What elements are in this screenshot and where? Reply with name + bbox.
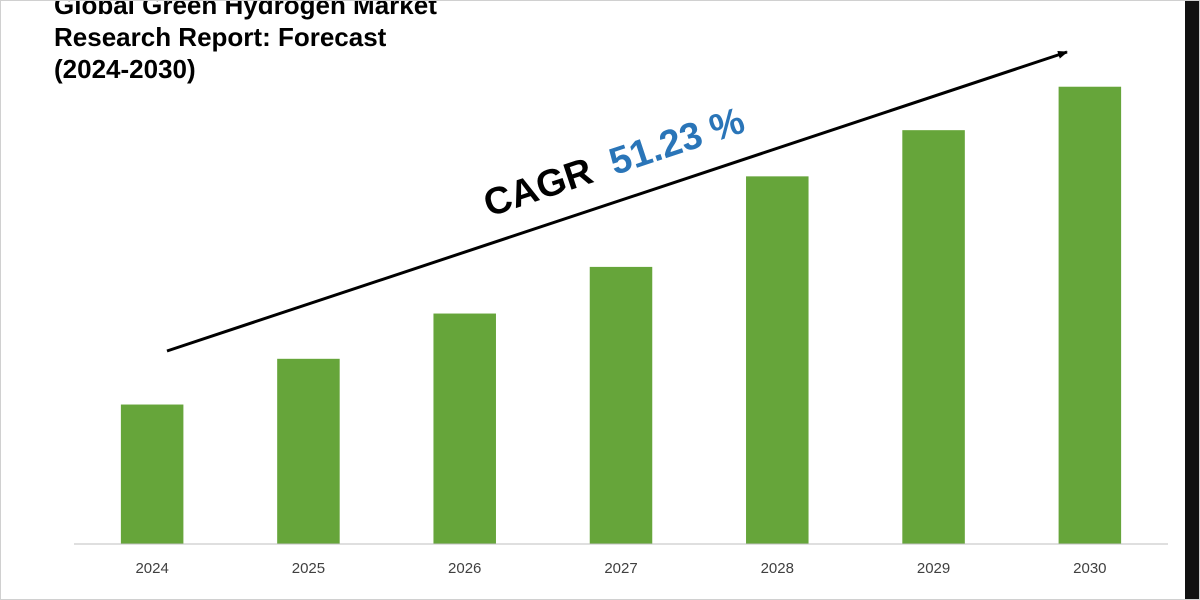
bar-2028 [746, 176, 809, 544]
x-tick-label-2027: 2027 [604, 560, 637, 577]
x-tick-label-2024: 2024 [135, 560, 168, 577]
x-tick-label-2028: 2028 [761, 560, 794, 577]
bar-2026 [433, 313, 496, 544]
bar-2029 [902, 130, 965, 544]
bars-group [120, 86, 1122, 545]
x-tick-labels: 2024 2025 2026 2027 2028 2029 2030 [135, 560, 1106, 577]
x-tick-label-2030: 2030 [1073, 560, 1106, 577]
cagr-value: 51.23 % [604, 100, 750, 184]
x-tick-label-2026: 2026 [448, 560, 481, 577]
bar-2024 [120, 404, 184, 544]
chart-title: Global Green Hydrogen Market Research Re… [54, 0, 437, 84]
trend-arrow [166, 50, 1068, 353]
bar-2030 [1058, 86, 1122, 545]
right-edge-bar [1185, 1, 1199, 599]
cagr-annotation: CAGR 51.23 % [479, 100, 750, 226]
x-tick-label-2029: 2029 [917, 560, 950, 577]
bar-2027 [589, 266, 653, 544]
x-tick-label-2025: 2025 [292, 560, 325, 577]
bar-2025 [277, 358, 340, 544]
